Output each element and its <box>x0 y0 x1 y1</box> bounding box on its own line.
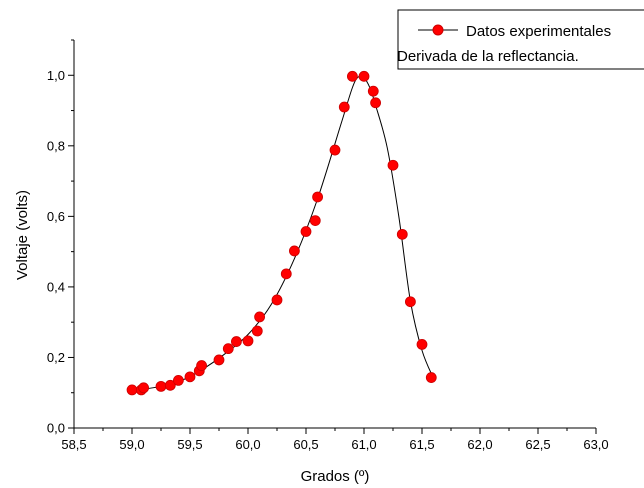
x-tick-label: 58,5 <box>61 437 86 452</box>
y-axis: 0,0 0,2 0,4 0,6 0,8 1,0 <box>47 39 74 436</box>
data-point <box>138 382 150 394</box>
x-tick-label: 59,5 <box>177 437 202 452</box>
y-tick-label: 1,0 <box>47 68 65 83</box>
data-point <box>184 371 196 383</box>
data-point <box>172 374 184 386</box>
data-point <box>164 379 176 391</box>
data-point <box>396 228 408 240</box>
legend-box <box>397 9 644 70</box>
data-point <box>222 343 234 355</box>
legend-label-derivative: Derivada de la reflectancia. <box>397 48 579 65</box>
y-tick-label: 0,2 <box>47 350 65 365</box>
legend-label-experimental: Datos experimentales <box>466 23 611 40</box>
x-tick-label: 61,0 <box>351 437 376 452</box>
data-point <box>309 215 321 226</box>
data-point <box>254 311 266 323</box>
y-tick-label: 0,8 <box>47 138 65 153</box>
data-point <box>155 380 167 392</box>
x-tick-label: 59,0 <box>119 437 144 452</box>
legend: Datos experimentales Derivada de la refl… <box>397 9 644 70</box>
x-tick-label: 60,0 <box>235 437 260 452</box>
data-point <box>416 339 428 350</box>
data-point <box>196 360 208 371</box>
data-point <box>242 335 254 347</box>
data-point <box>126 384 138 396</box>
data-point <box>271 294 283 306</box>
data-point <box>329 144 341 156</box>
y-tick-label: 0,0 <box>47 421 65 436</box>
data-point <box>251 325 263 337</box>
x-tick-label: 62,0 <box>467 437 492 452</box>
data-point <box>230 336 242 347</box>
x-axis-title: Grados (º) <box>301 468 370 485</box>
data-point <box>387 159 399 171</box>
x-tick-label: 63,0 <box>583 437 608 452</box>
x-tick-label: 61,5 <box>409 437 434 452</box>
data-point <box>312 191 324 203</box>
derivative-curve-path <box>131 75 435 391</box>
data-point <box>425 372 437 383</box>
derivative-curve <box>131 75 435 391</box>
data-point <box>338 101 350 113</box>
data-point <box>404 296 416 308</box>
data-point <box>300 226 312 237</box>
data-point <box>346 70 358 82</box>
y-tick-label: 0,4 <box>47 279 65 294</box>
data-point <box>367 85 379 97</box>
x-axis: 58,5 59,0 59,5 60,0 60,5 61,0 61,5 62,0 62,5 63,0 <box>61 428 609 452</box>
x-tick-label: 60,5 <box>293 437 318 452</box>
data-point <box>370 97 382 109</box>
data-point <box>280 268 292 280</box>
x-tick-label: 62,5 <box>525 437 550 452</box>
data-point <box>213 354 225 366</box>
y-axis-title: Voltaje (volts) <box>14 190 31 280</box>
plot-frame <box>73 40 596 429</box>
legend-marker-experimental <box>432 24 444 36</box>
experimental-points <box>126 70 437 396</box>
y-tick-label: 0,6 <box>47 209 65 224</box>
data-point <box>358 70 370 82</box>
data-point <box>288 245 300 257</box>
